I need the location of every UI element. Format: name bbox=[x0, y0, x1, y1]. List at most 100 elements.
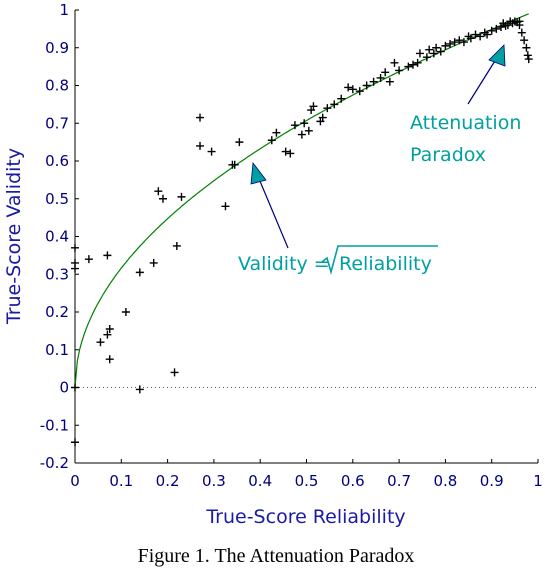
sqrt-annotation-prefix: Validity = bbox=[238, 253, 330, 275]
scatter-point bbox=[441, 41, 450, 50]
x-axis-title: True-Score Reliability bbox=[205, 506, 405, 528]
scatter-point bbox=[290, 121, 299, 130]
paradox-annotation-line2: Paradox bbox=[410, 144, 486, 166]
scatter-point bbox=[422, 53, 431, 62]
y-tick-label: 1 bbox=[59, 1, 69, 19]
scatter-point bbox=[135, 268, 144, 277]
y-tick-label: 0.2 bbox=[45, 303, 69, 321]
scatter-point bbox=[381, 68, 390, 77]
x-tick-label: 0.2 bbox=[156, 472, 180, 490]
x-tick-label: 0.5 bbox=[295, 472, 319, 490]
paradox-annotation-arrowhead bbox=[488, 44, 506, 67]
scatter-point bbox=[121, 308, 130, 316]
scatter-point bbox=[105, 324, 114, 333]
x-tick-label: 0.8 bbox=[433, 472, 457, 490]
paradox-annotation-line1: Attenuation bbox=[410, 112, 521, 134]
sqrt-annotation-radicand: Reliability bbox=[339, 253, 432, 275]
scatter-point bbox=[71, 264, 79, 273]
y-tick-label: -0.2 bbox=[40, 454, 69, 472]
y-tick-label: 0.6 bbox=[45, 152, 69, 170]
scatter-point bbox=[520, 36, 529, 45]
scatter-point bbox=[297, 130, 306, 139]
y-tick-label: -0.1 bbox=[40, 416, 69, 434]
scatter-point bbox=[446, 39, 455, 48]
scatter-point bbox=[281, 147, 290, 156]
scatter-point bbox=[436, 47, 445, 56]
scatter-point bbox=[103, 330, 112, 339]
x-tick-label: 0.4 bbox=[248, 472, 272, 490]
scatter-point bbox=[318, 113, 327, 122]
sqrt-curve-line bbox=[74, 13, 529, 388]
scatter-point bbox=[230, 160, 239, 169]
scatter-point bbox=[459, 38, 468, 47]
scatter-point bbox=[337, 94, 346, 103]
x-tick-label: 0.3 bbox=[202, 472, 226, 490]
scatter-point bbox=[323, 104, 332, 113]
scatter-point bbox=[362, 81, 371, 90]
scatter-point bbox=[450, 38, 459, 47]
scatter-point bbox=[513, 18, 522, 27]
scatter-point bbox=[376, 73, 385, 82]
scatter-point bbox=[103, 251, 112, 260]
scatter-point bbox=[404, 62, 413, 71]
scatter-point bbox=[501, 21, 510, 30]
y-tick-label: 0.9 bbox=[45, 39, 69, 57]
scatter-point bbox=[304, 126, 313, 135]
scatter-point bbox=[522, 43, 531, 52]
scatter-point bbox=[272, 128, 281, 137]
scatter-point bbox=[221, 202, 230, 211]
y-tick-label: 0.8 bbox=[45, 77, 69, 95]
sqrt-curve bbox=[74, 13, 529, 388]
scatter-point bbox=[413, 58, 422, 67]
paradox-annotation-arrow-line bbox=[467, 55, 499, 105]
x-tick-label: 0 bbox=[70, 472, 80, 490]
figure-caption: Figure 1. The Attenuation Paradox bbox=[138, 545, 415, 567]
scatter-point bbox=[492, 24, 501, 33]
sqrt-annotation-arrow-line bbox=[256, 173, 289, 249]
scatter-point bbox=[71, 383, 79, 392]
y-tick-label: 0.3 bbox=[45, 265, 69, 283]
scatter-point bbox=[344, 83, 353, 92]
scatter-point bbox=[385, 77, 394, 86]
sqrt-annotation-arrowhead bbox=[250, 161, 267, 185]
scatter-point bbox=[369, 77, 378, 86]
scatter-point bbox=[415, 49, 424, 58]
data-points bbox=[71, 17, 533, 447]
scatter-point bbox=[170, 368, 179, 377]
scatter-point bbox=[517, 28, 526, 37]
scatter-point bbox=[71, 243, 79, 252]
scatter-point bbox=[309, 102, 318, 111]
scatter-point bbox=[466, 34, 475, 43]
x-tick-label: 0.7 bbox=[387, 472, 411, 490]
scatter-point bbox=[408, 60, 417, 69]
scatter-point bbox=[455, 36, 464, 45]
scatter-point bbox=[172, 241, 181, 250]
x-tick-label: 0.9 bbox=[480, 472, 504, 490]
scatter-point bbox=[524, 55, 533, 64]
y-tick-label: 0.7 bbox=[45, 114, 69, 132]
scatter-point bbox=[267, 136, 276, 145]
scatter-point bbox=[196, 141, 205, 150]
scatter-point bbox=[135, 385, 144, 394]
y-tick-label: 0.4 bbox=[45, 228, 69, 246]
scatter-point bbox=[395, 66, 404, 75]
scatter-point bbox=[300, 119, 309, 128]
plot-area bbox=[74, 10, 538, 464]
scatter-point bbox=[158, 194, 167, 203]
x-tick-label: 1 bbox=[533, 472, 543, 490]
y-tick-label: 0 bbox=[59, 379, 69, 397]
scatter-point bbox=[523, 51, 532, 60]
scatter-point bbox=[207, 147, 216, 156]
scatter-point bbox=[355, 87, 364, 96]
scatter-point bbox=[177, 192, 186, 201]
scatter-point bbox=[476, 32, 485, 41]
scatter-point bbox=[471, 30, 480, 39]
x-tick-label: 0.6 bbox=[341, 472, 365, 490]
scatter-point bbox=[390, 58, 399, 67]
scatter-point bbox=[196, 113, 205, 122]
scatter-point bbox=[432, 43, 441, 52]
y-tick-label: 0.1 bbox=[45, 341, 69, 359]
y-axis-title: True-Score Validity bbox=[3, 148, 25, 325]
scatter-point bbox=[429, 49, 438, 58]
